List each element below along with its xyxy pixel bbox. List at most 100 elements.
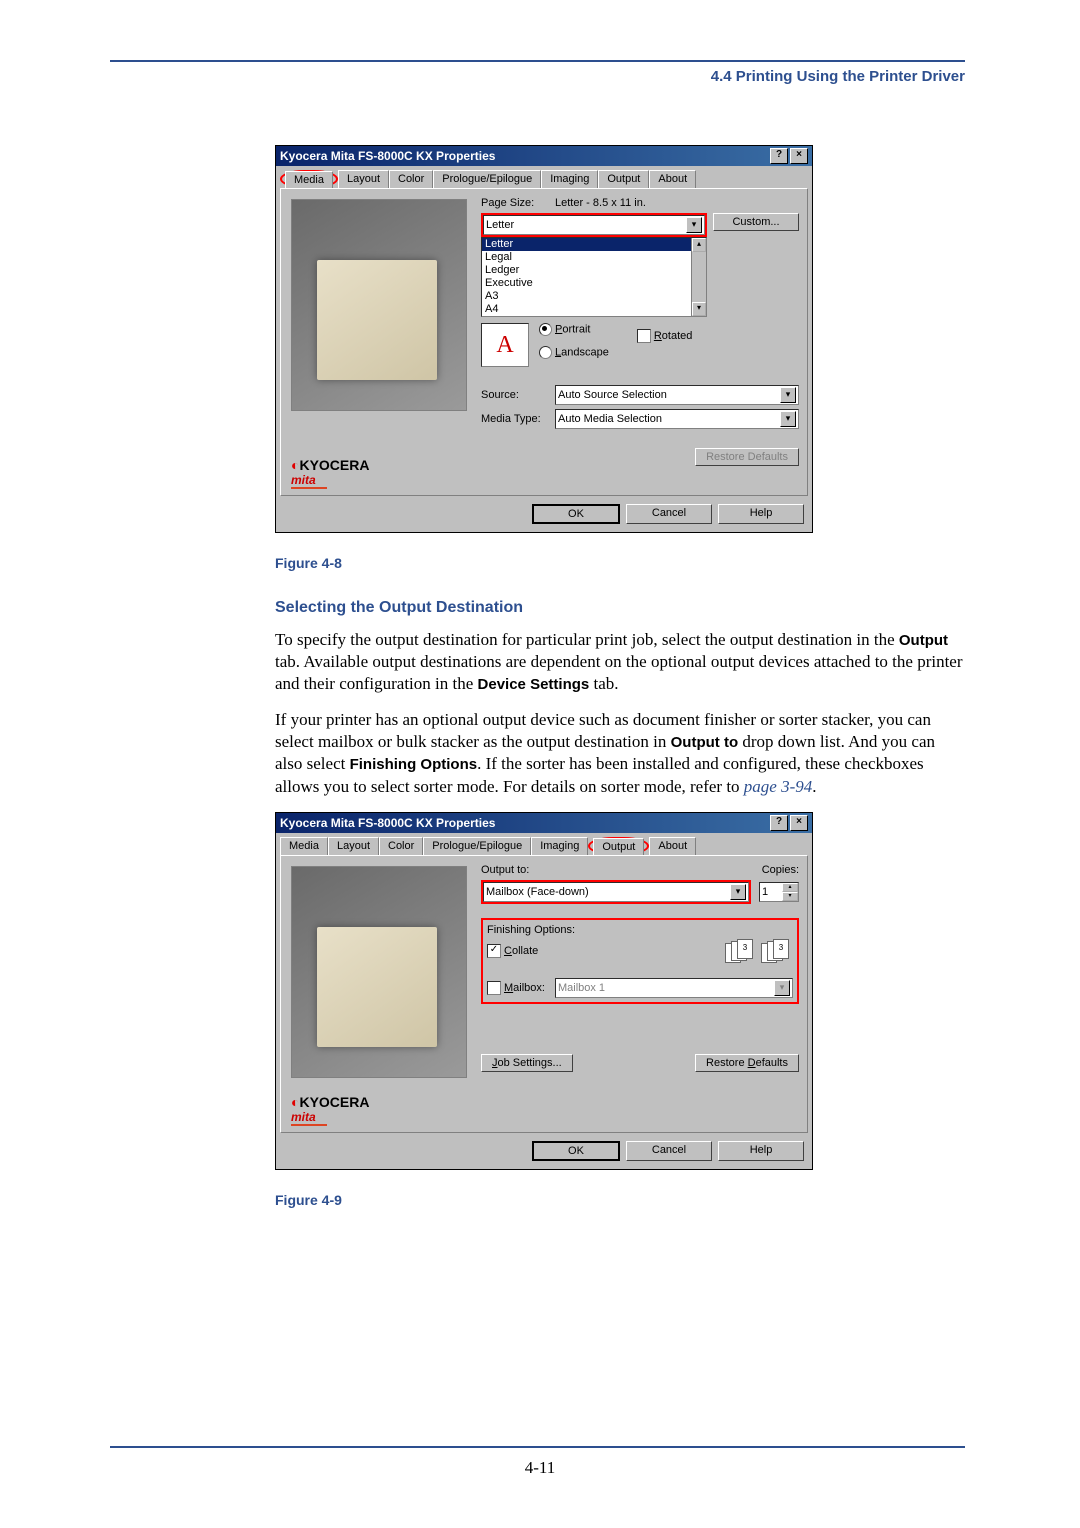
page-size-select-row: Letter ▾ Letter Legal Ledger Executive A…: [481, 213, 799, 317]
properties-window-2: Kyocera Mita FS-8000C KX Properties ? × …: [275, 812, 813, 1170]
printer-image: [317, 260, 437, 380]
source-value: Auto Source Selection: [558, 389, 667, 401]
chevron-down-icon[interactable]: ▾: [780, 411, 796, 427]
brand-logo: ◐KYOCERA mita: [291, 457, 369, 489]
list-item[interactable]: Ledger: [482, 264, 706, 277]
job-settings-button[interactable]: Job Settings...: [481, 1054, 573, 1072]
help-button[interactable]: Help: [718, 1141, 804, 1161]
list-item[interactable]: Letter: [482, 238, 706, 251]
collate-icon: 123: [725, 940, 753, 962]
footer-rule: [110, 1446, 965, 1448]
highlight-media-tab: Media: [280, 170, 338, 188]
orientation-radios: PPortraitortrait Landscape: [539, 323, 609, 359]
restore-defaults-button[interactable]: Restore Defaults: [695, 1054, 799, 1072]
output-tab-body: Output to: Copies: Mailbox (Face-down) ▾: [280, 855, 808, 1133]
chevron-down-icon[interactable]: ▾: [730, 884, 746, 900]
chevron-down-icon[interactable]: ▾: [774, 980, 790, 996]
collate-illustration: 123 123: [725, 940, 793, 962]
media-tab-body: Page Size: Letter - 8.5 x 11 in. Letter …: [280, 188, 808, 496]
source-dropdown[interactable]: Auto Source Selection ▾: [555, 385, 799, 405]
tab-media[interactable]: Media: [280, 837, 328, 855]
orientation-group: A PPortraitortrait Landscape Rotated: [481, 323, 799, 367]
top-rule: [110, 60, 965, 62]
mailbox-checkbox[interactable]: Mailbox:: [487, 981, 545, 995]
landscape-radio[interactable]: Landscape: [539, 346, 609, 359]
highlight-finishing: Finishing Options: ✓Collate 123 123: [481, 918, 799, 1004]
radio-icon: [539, 323, 552, 336]
tab-prologue[interactable]: Prologue/Epilogue: [433, 170, 541, 188]
copies-input[interactable]: [760, 883, 782, 901]
dialog-buttons: OK Cancel Help: [276, 1133, 812, 1169]
highlight-pagesize-dropdown: Letter ▾: [481, 213, 707, 237]
list-item[interactable]: Executive: [482, 277, 706, 290]
help-icon[interactable]: ?: [770, 815, 788, 831]
close-icon[interactable]: ×: [790, 148, 808, 164]
highlight-output-to: Mailbox (Face-down) ▾: [481, 880, 751, 904]
spin-up-icon[interactable]: ▴: [782, 883, 798, 892]
mailbox-dropdown[interactable]: Mailbox 1 ▾: [555, 978, 793, 998]
page-link[interactable]: page 3-94: [744, 777, 812, 796]
collate-icon: 123: [761, 940, 789, 962]
tab-media[interactable]: Media: [285, 171, 333, 189]
orientation-letter: A: [496, 332, 513, 359]
subheading-output-destination: Selecting the Output Destination: [275, 599, 965, 617]
finishing-options-label: Finishing Options:: [487, 924, 793, 936]
scroll-up-icon[interactable]: ▴: [692, 238, 706, 252]
cancel-button[interactable]: Cancel: [626, 1141, 712, 1161]
tab-output[interactable]: Output: [598, 170, 649, 188]
tab-prologue[interactable]: Prologue/Epilogue: [423, 837, 531, 855]
window-title: Kyocera Mita FS-8000C KX Properties: [280, 816, 495, 830]
list-item[interactable]: A4: [482, 303, 706, 316]
brand-logo: ◐KYOCERA mita: [291, 1094, 369, 1126]
collate-checkbox[interactable]: ✓Collate: [487, 944, 538, 958]
tab-output[interactable]: Output: [593, 838, 644, 856]
media-type-dropdown[interactable]: Auto Media Selection ▾: [555, 409, 799, 429]
output-to-dropdown[interactable]: Mailbox (Face-down) ▾: [483, 882, 749, 902]
page-number: 4-11: [0, 1458, 1080, 1478]
page-size-row: Page Size: Letter - 8.5 x 11 in.: [481, 197, 799, 209]
ok-button[interactable]: OK: [532, 504, 620, 524]
list-item[interactable]: Legal: [482, 251, 706, 264]
titlebar: Kyocera Mita FS-8000C KX Properties ? ×: [276, 146, 812, 166]
source-label: Source:: [481, 389, 555, 401]
close-icon[interactable]: ×: [790, 815, 808, 831]
restore-defaults-button[interactable]: Restore Defaults: [695, 448, 799, 466]
copies-spinner[interactable]: ▴ ▾: [759, 882, 799, 902]
tab-color[interactable]: Color: [379, 837, 423, 855]
tab-imaging[interactable]: Imaging: [541, 170, 598, 188]
properties-window-1: Kyocera Mita FS-8000C KX Properties ? × …: [275, 145, 813, 533]
media-type-value: Auto Media Selection: [558, 413, 662, 425]
tab-layout[interactable]: Layout: [328, 837, 379, 855]
list-item[interactable]: A5: [482, 316, 706, 317]
output-to-label: Output to:: [481, 864, 529, 876]
page-size-listbox[interactable]: Letter Legal Ledger Executive A3 A4 A5 ▴…: [481, 237, 707, 317]
portrait-radio[interactable]: PPortraitortrait: [539, 323, 609, 336]
help-button[interactable]: Help: [718, 504, 804, 524]
page-size-selected: Letter: [486, 219, 514, 231]
tab-color[interactable]: Color: [389, 170, 433, 188]
source-row: Source: Auto Source Selection ▾: [481, 385, 799, 405]
list-item[interactable]: A3: [482, 290, 706, 303]
rotated-checkbox[interactable]: Rotated: [637, 329, 693, 343]
titlebar: Kyocera Mita FS-8000C KX Properties ? ×: [276, 813, 812, 833]
window-title: Kyocera Mita FS-8000C KX Properties: [280, 149, 495, 163]
printer-preview: [291, 866, 467, 1078]
cancel-button[interactable]: Cancel: [626, 504, 712, 524]
tab-about[interactable]: About: [649, 837, 696, 855]
page-size-label: Page Size:: [481, 197, 555, 209]
output-copies-row: Output to: Copies:: [481, 864, 799, 876]
ok-button[interactable]: OK: [532, 1141, 620, 1161]
tab-about[interactable]: About: [649, 170, 696, 188]
scroll-down-icon[interactable]: ▾: [692, 302, 706, 316]
spin-down-icon[interactable]: ▾: [782, 892, 798, 901]
scrollbar[interactable]: ▴ ▾: [691, 238, 706, 316]
help-icon[interactable]: ?: [770, 148, 788, 164]
chevron-down-icon[interactable]: ▾: [686, 217, 702, 233]
orientation-preview: A: [481, 323, 529, 367]
title-buttons: ? ×: [770, 148, 808, 164]
tab-layout[interactable]: Layout: [338, 170, 389, 188]
custom-button[interactable]: Custom...: [713, 213, 799, 231]
chevron-down-icon[interactable]: ▾: [780, 387, 796, 403]
tab-imaging[interactable]: Imaging: [531, 837, 588, 855]
page-size-dropdown[interactable]: Letter ▾: [483, 215, 705, 235]
